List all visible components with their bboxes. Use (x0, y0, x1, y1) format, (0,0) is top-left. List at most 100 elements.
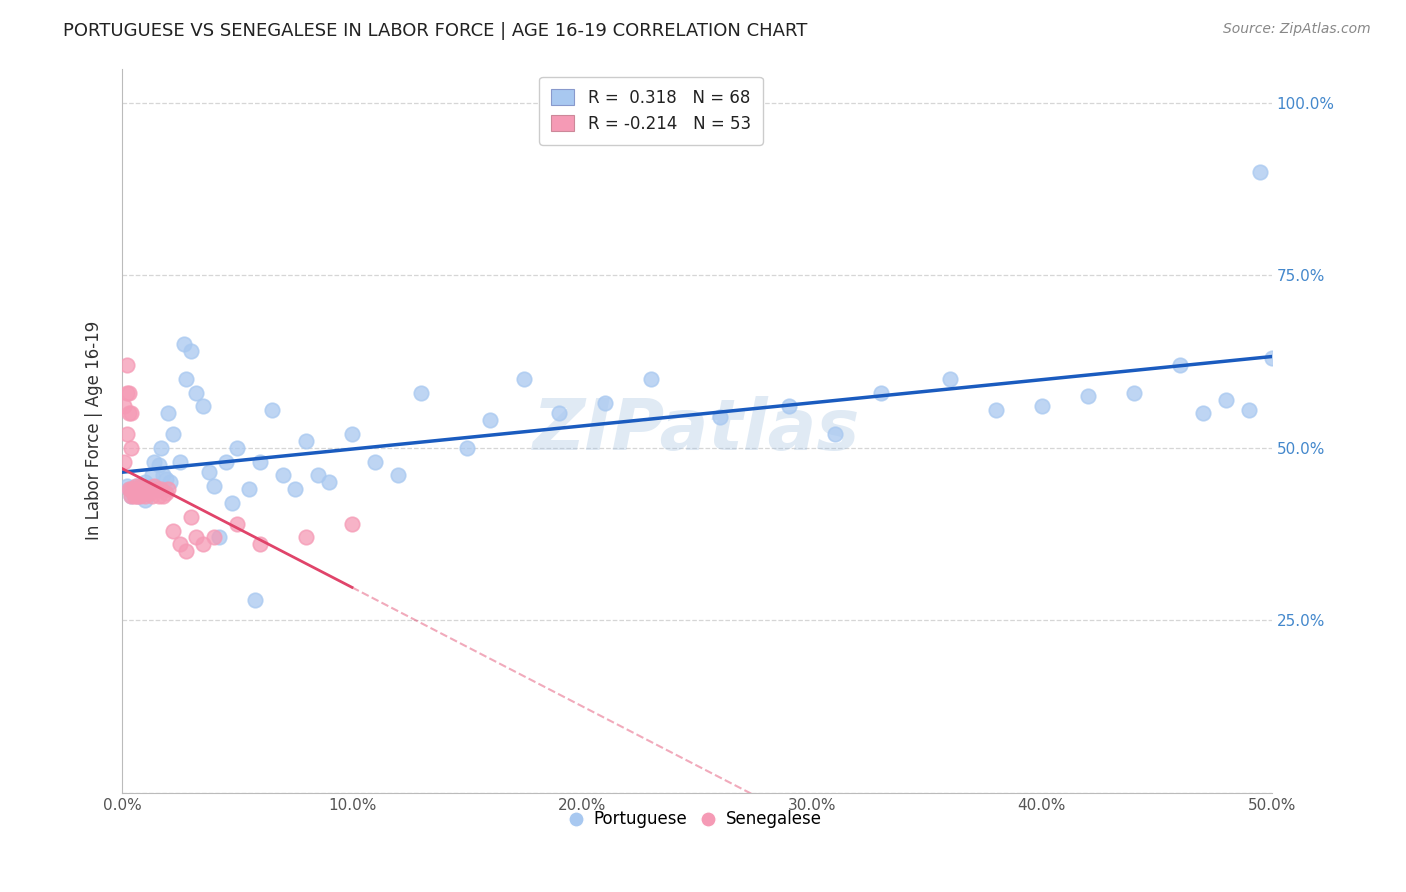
Text: Source: ZipAtlas.com: Source: ZipAtlas.com (1223, 22, 1371, 37)
Point (226, 516, 249, 531)
Point (513, 372, 536, 386)
Point (129, 482, 152, 496)
Point (191, 400, 214, 414)
Point (157, 482, 180, 496)
Point (245, 592, 267, 607)
Point (176, 372, 198, 386)
Point (141, 489, 163, 503)
Point (134, 489, 156, 503)
Point (1168, 358, 1191, 372)
Point (870, 385, 893, 400)
Point (120, 441, 142, 455)
Point (143, 455, 166, 469)
Point (295, 434, 318, 448)
Point (548, 406, 571, 420)
Point (136, 485, 159, 500)
Point (115, 385, 138, 400)
Point (307, 468, 329, 483)
Point (1261, 351, 1284, 366)
Point (202, 531, 225, 545)
Point (409, 385, 432, 400)
Point (162, 524, 184, 538)
Point (125, 489, 148, 503)
Point (387, 468, 409, 483)
Point (127, 489, 149, 503)
Point (202, 479, 225, 493)
Point (208, 531, 231, 545)
Text: ZIPatlas: ZIPatlas (533, 396, 860, 465)
Point (115, 358, 138, 372)
Point (145, 482, 167, 496)
Point (132, 485, 155, 500)
Point (118, 406, 141, 420)
Point (249, 455, 271, 469)
Point (318, 475, 340, 490)
Point (129, 485, 152, 500)
Point (134, 475, 156, 490)
Point (120, 482, 142, 496)
Point (129, 482, 152, 496)
Point (159, 475, 181, 490)
Point (640, 372, 662, 386)
Point (180, 509, 202, 524)
Point (155, 472, 177, 486)
Point (157, 406, 180, 420)
Point (214, 455, 236, 469)
Point (456, 441, 478, 455)
Text: PORTUGUESE VS SENEGALESE IN LABOR FORCE | AGE 16-19 CORRELATION CHART: PORTUGUESE VS SENEGALESE IN LABOR FORCE … (63, 22, 807, 40)
Point (138, 482, 160, 496)
Point (125, 479, 148, 493)
Point (939, 372, 962, 386)
Point (226, 441, 249, 455)
Point (134, 485, 156, 500)
Point (141, 468, 163, 483)
Point (155, 485, 177, 500)
Point (191, 537, 214, 551)
Point (132, 482, 155, 496)
Point (120, 489, 142, 503)
Point (150, 482, 173, 496)
Point (593, 396, 616, 410)
Point (129, 479, 152, 493)
Point (125, 479, 148, 493)
Point (479, 413, 502, 427)
Point (221, 496, 243, 510)
Point (136, 482, 159, 496)
Point (184, 531, 207, 545)
Point (152, 468, 174, 483)
Point (169, 455, 191, 469)
Point (120, 489, 142, 503)
Point (148, 489, 170, 503)
Point (1031, 400, 1053, 414)
Point (122, 489, 145, 503)
Point (198, 465, 221, 479)
Point (134, 482, 156, 496)
Point (122, 482, 145, 496)
Point (271, 468, 294, 483)
Point (364, 455, 387, 469)
Point (173, 337, 195, 351)
Point (260, 403, 283, 417)
Point (984, 403, 1007, 417)
Point (115, 427, 138, 442)
Point (127, 485, 149, 500)
Point (112, 455, 135, 469)
Point (1122, 385, 1144, 400)
Point (152, 489, 174, 503)
Point (340, 516, 363, 531)
Point (136, 482, 159, 496)
Point (150, 441, 173, 455)
Point (112, 400, 135, 414)
Point (118, 482, 141, 496)
Point (122, 485, 145, 500)
Point (143, 479, 166, 493)
Point (120, 406, 142, 420)
Point (162, 427, 184, 442)
Point (295, 531, 318, 545)
Point (115, 479, 138, 493)
Y-axis label: In Labor Force | Age 16-19: In Labor Force | Age 16-19 (86, 321, 103, 541)
Point (118, 385, 141, 400)
Point (132, 482, 155, 496)
Point (283, 482, 305, 496)
Point (176, 544, 198, 558)
